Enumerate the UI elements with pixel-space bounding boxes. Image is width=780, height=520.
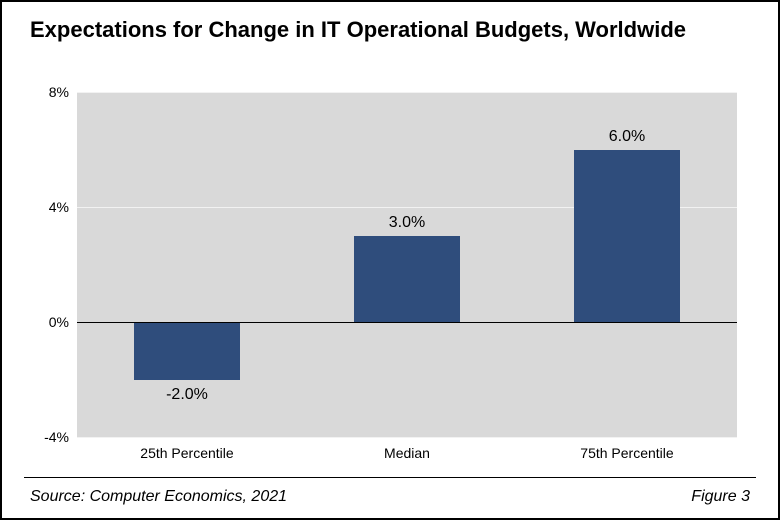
xtick-label: 25th Percentile	[140, 445, 233, 461]
ytick-label: -4%	[44, 429, 69, 445]
plot-wrap: -4%0%4%8%-2.0%25th Percentile3.0%Median6…	[77, 92, 737, 437]
bar-value-label: 6.0%	[609, 128, 645, 146]
bar	[134, 322, 240, 380]
xtick-label: 75th Percentile	[580, 445, 673, 461]
plot-area: -4%0%4%8%-2.0%25th Percentile3.0%Median6…	[77, 92, 737, 437]
chart-frame: Expectations for Change in IT Operationa…	[0, 0, 780, 520]
bar	[354, 236, 460, 322]
xtick-label: Median	[384, 445, 430, 461]
chart-title: Expectations for Change in IT Operationa…	[30, 16, 686, 44]
gridline	[77, 437, 737, 438]
bar-value-label: -2.0%	[166, 386, 208, 404]
zero-line	[77, 322, 737, 323]
ytick-label: 0%	[49, 314, 69, 330]
figure-label: Figure 3	[691, 488, 750, 506]
ytick-label: 4%	[49, 199, 69, 215]
footer-divider	[24, 477, 756, 478]
source-text: Source: Computer Economics, 2021	[30, 488, 287, 506]
bar	[574, 150, 680, 323]
ytick-label: 8%	[49, 84, 69, 100]
bar-value-label: 3.0%	[389, 214, 425, 232]
